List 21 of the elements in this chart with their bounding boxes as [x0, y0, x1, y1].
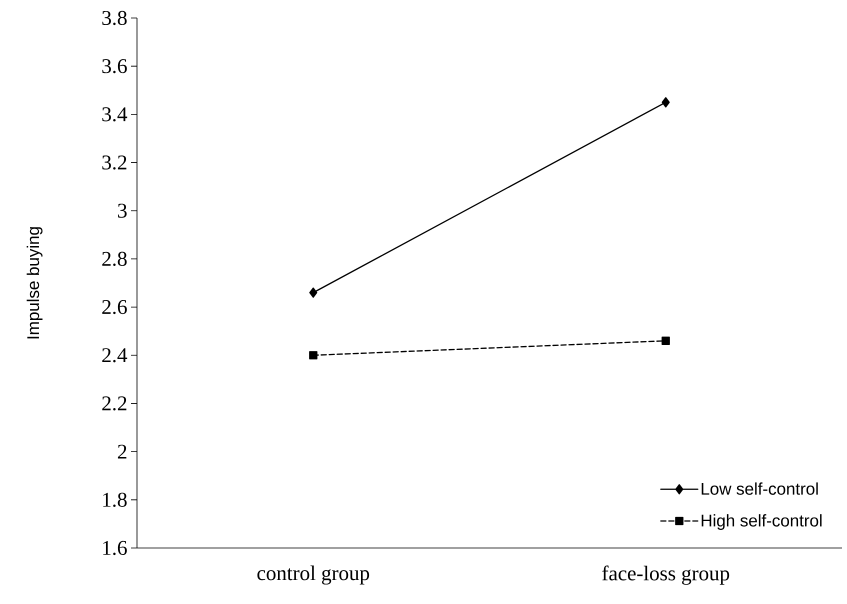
y-tick-label: 1.6 — [103, 540, 127, 556]
point — [309, 351, 318, 360]
y-tick-label: 2.4 — [102, 348, 128, 362]
y-tick-label: 3.6 — [102, 59, 127, 74]
y-tick-label: 1.8 — [103, 492, 127, 507]
legend-label: Low self-control — [702, 482, 818, 495]
y-axis-title: Impulse buying — [26, 227, 42, 338]
y-tick-label: 3.2 — [102, 155, 126, 170]
y-tick-label: 2.2 — [102, 396, 126, 411]
y-tick-label: 2 — [118, 444, 126, 459]
x-tick-label: face-loss group — [602, 566, 730, 585]
y-tick-label: 2.8 — [102, 252, 127, 266]
y-tick-label: 3.8 — [102, 10, 127, 26]
y-tick-label: 3 — [118, 204, 127, 218]
y-tick-label: 3.4 — [102, 107, 128, 122]
point — [662, 97, 670, 108]
point — [309, 287, 318, 298]
legend-label: High self-control — [702, 514, 822, 530]
y-tick-label: 2.6 — [102, 300, 127, 314]
point — [662, 336, 670, 345]
x-tick-label: control group — [257, 566, 370, 585]
